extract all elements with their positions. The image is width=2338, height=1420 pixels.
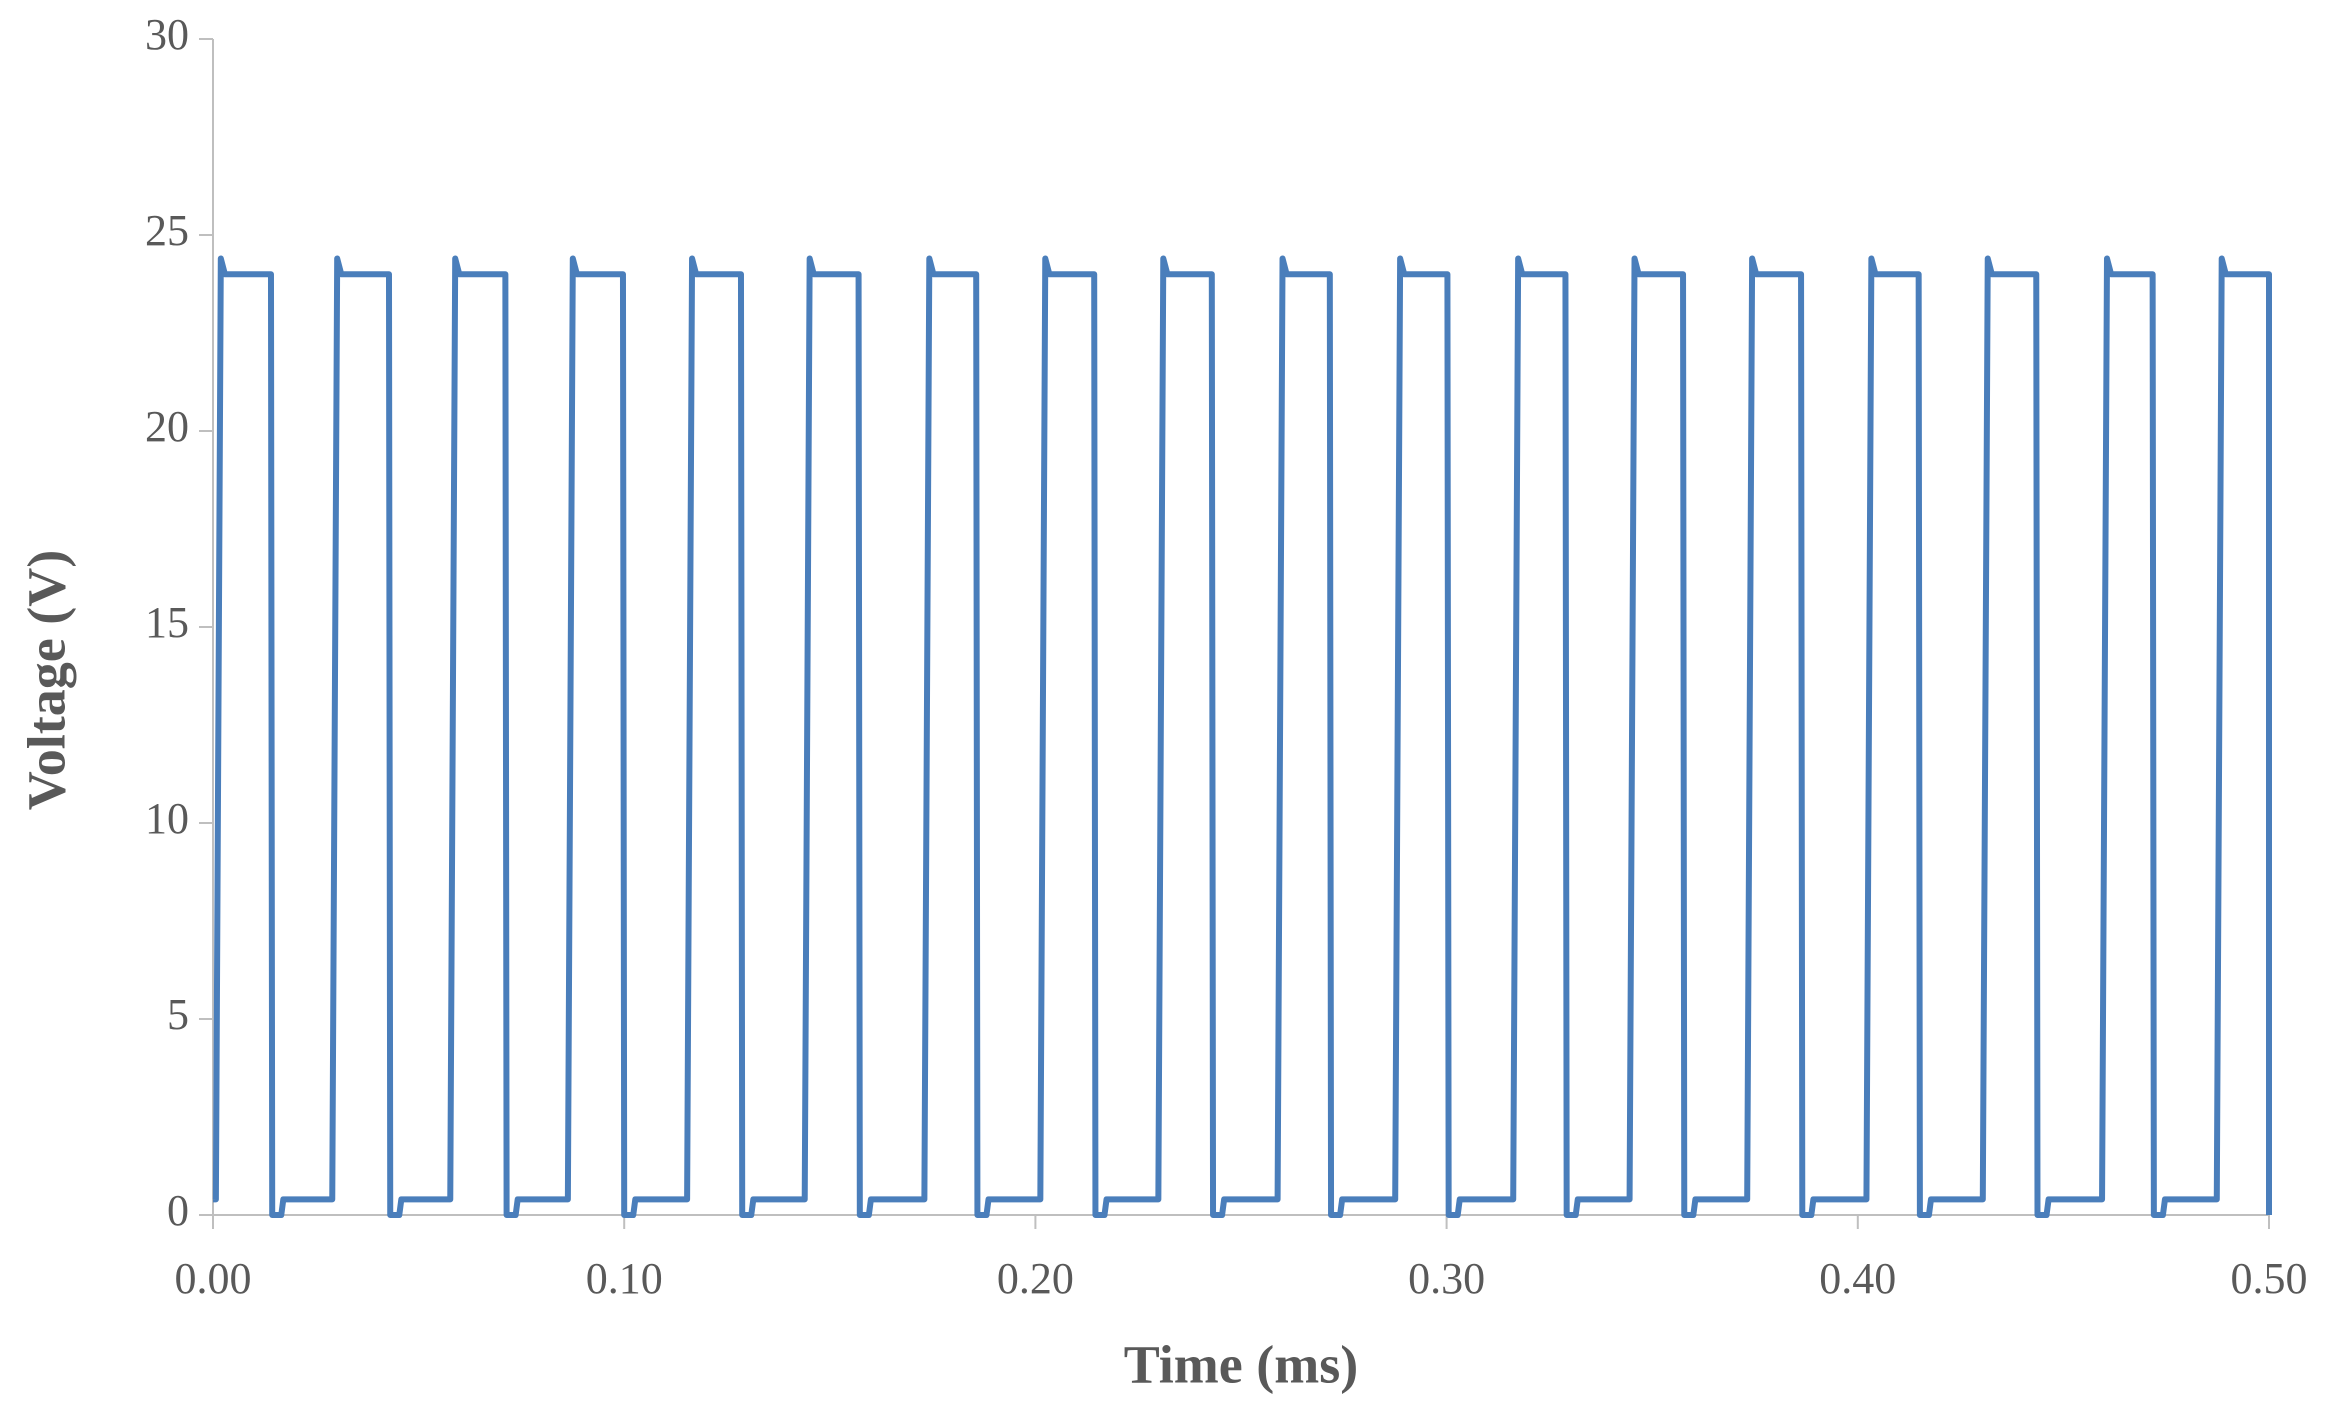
x-tick-label: 0.30 — [1408, 1254, 1485, 1303]
x-axis-title: Time (ms) — [1124, 1334, 1358, 1394]
y-tick-label: 10 — [145, 794, 189, 843]
y-tick-label: 5 — [167, 990, 189, 1039]
y-tick-label: 20 — [145, 402, 189, 451]
y-axis-title: Voltage (V) — [16, 550, 76, 810]
series-line — [212, 255, 2272, 1218]
y-tick-label: 30 — [145, 10, 189, 59]
x-tick-label: 0.10 — [586, 1254, 663, 1303]
x-tick-label: 0.40 — [1819, 1254, 1896, 1303]
y-tick-label: 0 — [167, 1186, 189, 1235]
x-tick-label: 0.20 — [997, 1254, 1074, 1303]
y-tick-label: 15 — [145, 598, 189, 647]
x-tick-label: 0.00 — [175, 1254, 252, 1303]
y-tick-label: 25 — [145, 206, 189, 255]
x-tick-label: 0.50 — [2231, 1254, 2308, 1303]
